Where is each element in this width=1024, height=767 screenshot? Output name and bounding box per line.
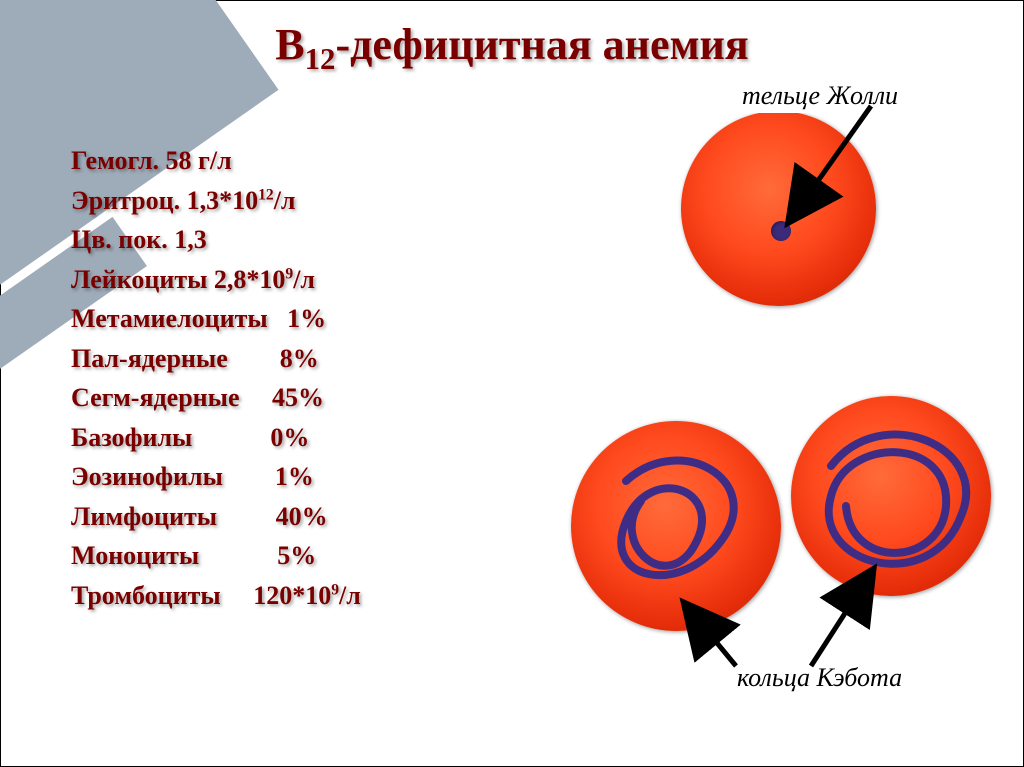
value-row: Моноциты 5% [71, 536, 361, 576]
jolly-body-dot [771, 221, 791, 241]
slide-title: В12-дефицитная анемия [1, 19, 1023, 77]
value-row: Гемогл. 58 г/л [71, 141, 361, 181]
cell-cabot-2 [791, 396, 991, 596]
label-cabot: кольца Кэбота [731, 661, 908, 695]
value-row: Пал-ядерные 8% [71, 339, 361, 379]
value-row: Лимфоциты 40% [71, 497, 361, 537]
cell-cabot-1 [571, 421, 781, 631]
value-row: Эритроц. 1,3*1012/л [71, 181, 361, 221]
blood-values-list: Гемогл. 58 г/лЭритроц. 1,3*1012/лЦв. пок… [71, 141, 361, 615]
value-row: Метамиелоциты 1% [71, 299, 361, 339]
value-row: Эозинофилы 1% [71, 457, 361, 497]
label-jolly: тельце Жолли [736, 79, 904, 113]
value-row: Цв. пок. 1,3 [71, 220, 361, 260]
value-row: Лейкоциты 2,8*109/л [71, 260, 361, 300]
value-row: Базофилы 0% [71, 418, 361, 458]
title-prefix: В [275, 20, 304, 69]
value-row: Тромбоциты 120*109/л [71, 576, 361, 616]
value-row: Сегм-ядерные 45% [71, 378, 361, 418]
title-rest: -дефицитная анемия [335, 20, 748, 69]
cell-jolly [681, 111, 876, 306]
cabot-ring-icon [571, 421, 781, 631]
title-sub: 12 [305, 42, 336, 76]
slide: В12-дефицитная анемия Гемогл. 58 г/лЭрит… [0, 0, 1024, 767]
cabot-ring-icon [791, 396, 991, 596]
